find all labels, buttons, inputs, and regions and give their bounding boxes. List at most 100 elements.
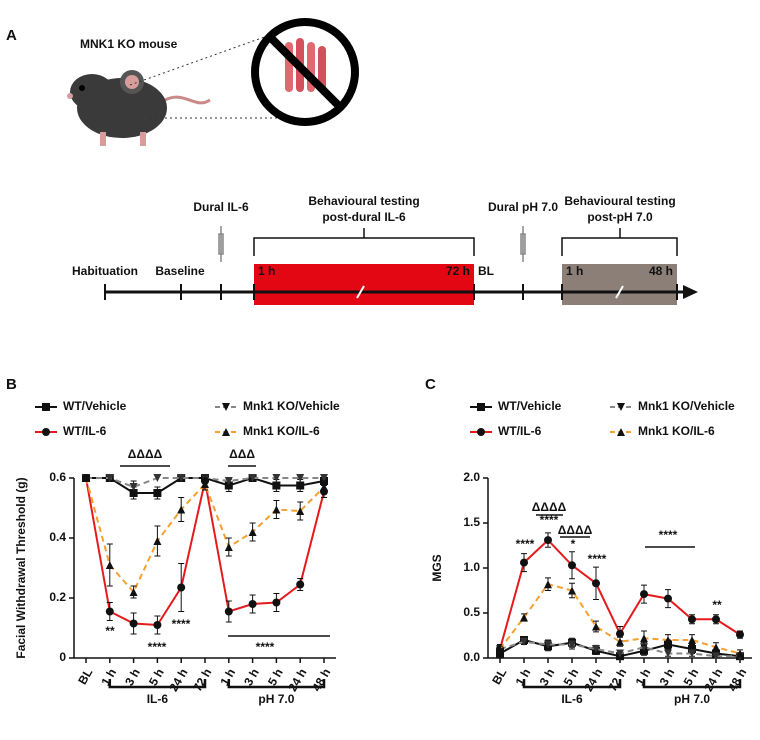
legend-marker <box>222 403 230 411</box>
group-label: pH 7.0 <box>258 692 294 706</box>
x-tick-label: 24 h <box>285 666 309 694</box>
marker <box>592 645 600 653</box>
timeline-label: 72 h <box>446 264 470 278</box>
marker <box>177 583 186 592</box>
marker <box>153 474 162 482</box>
panel-label: A <box>6 27 17 44</box>
marker <box>688 615 696 624</box>
marker <box>664 649 672 658</box>
marker <box>296 507 305 515</box>
timeline-label: Habituation <box>72 264 138 278</box>
legend-label: WT/IL-6 <box>63 424 107 438</box>
legend-marker <box>477 403 485 411</box>
marker <box>105 561 114 569</box>
panel-label: C <box>425 376 436 393</box>
group-bracket <box>108 679 207 689</box>
marker <box>105 474 114 482</box>
y-tick-label: 0.5 <box>463 605 480 619</box>
marker <box>616 649 624 658</box>
x-tick-label: BL <box>75 666 95 687</box>
marker <box>616 637 624 646</box>
group-label: IL-6 <box>147 692 169 706</box>
marker <box>496 645 504 653</box>
x-tick-label: 48 h <box>725 666 749 694</box>
marker <box>224 481 233 490</box>
marker <box>664 636 672 644</box>
marker <box>544 640 552 649</box>
annotation: * <box>571 537 576 551</box>
y-tick-label: 0 <box>59 650 66 664</box>
x-tick-label: 3 h <box>122 666 143 688</box>
x-tick-label: 24 h <box>581 666 605 694</box>
x-tick-label: 72 h <box>190 666 214 694</box>
marker <box>248 600 257 608</box>
marker <box>640 590 648 599</box>
marker <box>568 561 576 570</box>
group-bracket <box>642 679 742 689</box>
y-tick-label: 1.5 <box>463 515 480 529</box>
timeline-label: Behavioural testing <box>308 194 419 208</box>
legend-label: WT/Vehicle <box>498 399 562 413</box>
annotation: ΔΔΔΔ <box>128 447 163 461</box>
x-tick-label: 72 h <box>605 666 629 694</box>
annotation: **** <box>172 617 191 631</box>
marker <box>296 580 305 589</box>
y-tick-label: 0.6 <box>49 470 66 484</box>
marker <box>712 652 720 661</box>
x-tick-label: 5 h <box>561 666 582 688</box>
marker <box>296 481 305 490</box>
marker <box>736 649 744 658</box>
marker <box>177 505 186 514</box>
annotation: **** <box>148 640 167 654</box>
marker <box>177 474 186 482</box>
timeline-label: post-pH 7.0 <box>587 210 653 224</box>
marker <box>272 474 281 482</box>
marker <box>129 588 138 596</box>
legend-marker <box>222 428 230 436</box>
marker <box>520 613 528 622</box>
group-label: pH 7.0 <box>674 692 710 706</box>
x-tick-label: 3 h <box>537 666 558 688</box>
y-axis-label: MGS <box>430 554 444 581</box>
annotation: ΔΔΔΔ <box>558 523 593 537</box>
mouse-icon <box>67 34 280 146</box>
marker <box>736 630 744 639</box>
marker <box>568 586 576 595</box>
marker <box>82 474 90 482</box>
marker <box>592 622 600 631</box>
legend-marker <box>617 403 625 411</box>
y-tick-label: 0.4 <box>49 530 66 544</box>
panel-label: B <box>6 376 17 393</box>
series-line <box>85 477 325 594</box>
y-tick-label: 0.0 <box>463 650 480 664</box>
marker <box>224 477 233 485</box>
marker <box>248 528 257 536</box>
x-tick-label: 5 h <box>146 666 167 688</box>
x-tick-label: 5 h <box>681 666 702 688</box>
legend-marker <box>477 428 485 436</box>
marker <box>520 637 528 646</box>
marker <box>153 489 162 497</box>
x-tick-label: 3 h <box>241 666 262 688</box>
marker <box>616 629 624 638</box>
marker <box>272 505 281 514</box>
timeline-label: 1 h <box>258 264 275 278</box>
legend-marker <box>42 403 50 411</box>
x-tick-label: BL <box>489 666 509 687</box>
marker <box>544 536 552 545</box>
annotation: ** <box>105 624 115 638</box>
legend-marker <box>42 428 50 436</box>
marker <box>201 480 209 488</box>
group-bracket <box>227 679 326 689</box>
il6-period <box>254 264 474 305</box>
marker <box>248 474 257 482</box>
timeline-label: Behavioural testing <box>564 194 675 208</box>
legend-label: WT/IL-6 <box>498 424 542 438</box>
ph-period <box>562 264 677 305</box>
protein-icon <box>251 18 359 126</box>
marker <box>688 649 696 658</box>
legend-label: Mnk1 KO/Vehicle <box>638 399 735 413</box>
marker <box>320 474 328 482</box>
annotation: **** <box>588 552 607 566</box>
